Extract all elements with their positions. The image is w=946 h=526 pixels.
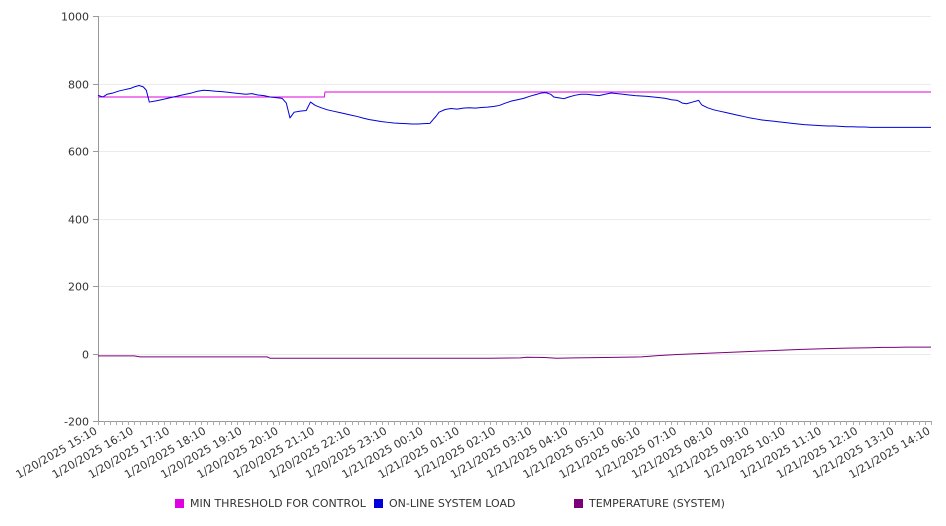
legend-swatch	[574, 499, 583, 508]
x-tick-labels: 1/20/2025 15:101/20/2025 16:101/20/2025 …	[14, 424, 933, 481]
y-tick-label: 600	[68, 146, 89, 159]
legend-label: TEMPERATURE (SYSTEM)	[589, 497, 725, 510]
y-tick-label: 0	[82, 349, 89, 362]
legend: MIN THRESHOLD FOR CONTROL ON-LINE SYSTEM…	[0, 497, 946, 515]
legend-item-temperature[interactable]: TEMPERATURE (SYSTEM)	[574, 497, 725, 510]
legend-item-min-threshold[interactable]: MIN THRESHOLD FOR CONTROL	[175, 497, 366, 510]
y-tick-label: 1000	[61, 11, 89, 24]
legend-label: MIN THRESHOLD FOR CONTROL	[190, 497, 366, 510]
min-threshold-line	[98, 91, 931, 98]
y-tick-label: 400	[68, 214, 89, 227]
axes	[93, 16, 932, 425]
y-tick-labels: -200 0 200 400 600 800 1000	[61, 11, 89, 429]
legend-item-system-load[interactable]: ON-LINE SYSTEM LOAD	[374, 497, 515, 510]
series-lines	[97, 85, 931, 359]
y-tick-label: 800	[68, 79, 89, 92]
y-tick-label: -200	[64, 416, 89, 429]
legend-swatch	[374, 499, 383, 508]
legend-label: ON-LINE SYSTEM LOAD	[389, 497, 516, 510]
grid-lines	[98, 16, 931, 422]
y-tick-label: 200	[68, 281, 89, 294]
legend-swatch	[175, 499, 184, 508]
temperature-line	[98, 346, 931, 359]
system-load-line	[97, 85, 931, 128]
